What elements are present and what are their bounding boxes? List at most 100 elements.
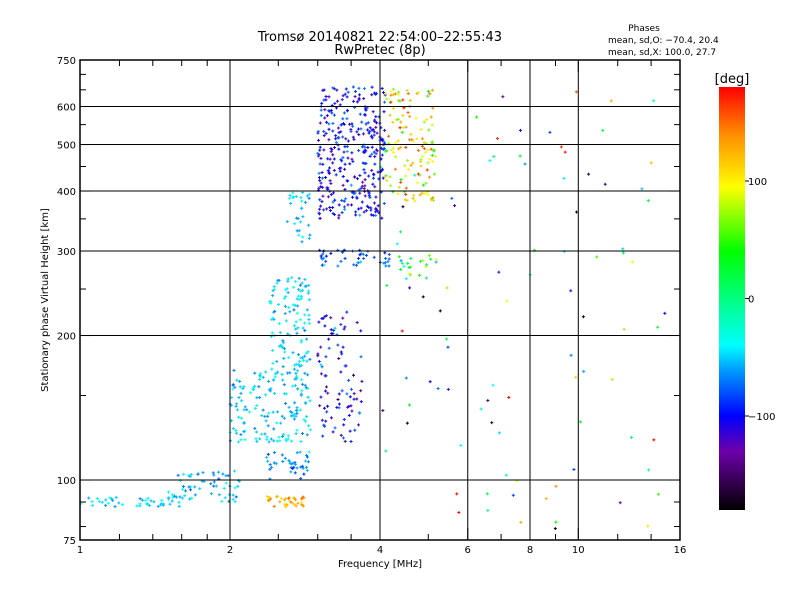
data-point [306, 387, 310, 391]
data-point [188, 497, 192, 501]
data-point-v [345, 197, 347, 201]
data-point [360, 184, 364, 188]
data-point-v [178, 504, 180, 508]
data-point [486, 398, 490, 402]
data-point-v [273, 285, 275, 289]
data-point [340, 159, 344, 163]
data-point-v [239, 379, 241, 383]
data-point-v [377, 170, 379, 174]
data-point [305, 468, 309, 472]
data-point [418, 173, 422, 177]
data-point [334, 173, 338, 177]
data-point [298, 364, 302, 368]
data-point-v [139, 502, 141, 506]
data-point-v [322, 316, 324, 320]
chart-subtitle: RwPretec (8p) [334, 43, 425, 58]
data-point [286, 434, 290, 438]
data-point-v [364, 145, 366, 149]
data-point [411, 196, 415, 200]
data-point [236, 484, 240, 488]
data-point-v [331, 111, 333, 115]
data-point-v [378, 211, 380, 215]
data-point [359, 127, 363, 131]
data-point [406, 261, 410, 265]
data-point-v [338, 406, 340, 410]
data-point [426, 161, 430, 165]
data-point-v [380, 137, 382, 141]
data-point-v [326, 314, 328, 318]
data-point-v [382, 91, 384, 95]
data-point [299, 465, 303, 469]
data-point [317, 176, 321, 180]
data-point [377, 211, 381, 215]
data-point-v [308, 192, 310, 196]
data-point [352, 99, 356, 103]
data-point [518, 128, 522, 132]
data-point [363, 113, 367, 117]
y-tick-label: 200 [57, 332, 76, 343]
data-point-v [259, 396, 261, 400]
data-point [241, 386, 245, 390]
data-point-v [368, 205, 370, 209]
data-point-v [285, 295, 287, 299]
data-point [341, 436, 345, 440]
data-point-v [435, 257, 437, 261]
data-point [292, 363, 296, 367]
data-point-v [427, 193, 429, 197]
data-point [224, 474, 228, 478]
data-point-v [249, 410, 251, 414]
data-point [423, 191, 427, 195]
data-point-v [244, 405, 246, 409]
y-tick-label: 75 [63, 536, 76, 547]
data-point-v [295, 195, 297, 199]
data-point [291, 496, 295, 500]
data-point-v [276, 494, 278, 498]
data-point [336, 398, 340, 402]
data-point-v [136, 504, 138, 508]
data-point-v [268, 388, 270, 392]
data-point [248, 410, 252, 414]
data-point [172, 494, 176, 498]
data-point [349, 127, 353, 131]
data-point-v [153, 500, 155, 504]
data-point [111, 498, 115, 502]
data-point [113, 505, 117, 509]
data-point-v [297, 304, 299, 308]
data-point [408, 273, 412, 277]
data-point-v [301, 503, 303, 507]
data-point [293, 463, 297, 467]
data-point [364, 149, 368, 153]
data-point [408, 98, 412, 102]
data-point-v [361, 379, 363, 383]
data-point-v [375, 152, 377, 156]
data-point [97, 499, 101, 503]
data-point-v [631, 260, 633, 264]
data-point [288, 310, 292, 314]
data-point [372, 255, 376, 259]
data-point-v [405, 174, 407, 178]
data-point [305, 433, 309, 437]
data-point [147, 503, 151, 507]
data-point [404, 192, 408, 196]
data-point-v [317, 154, 319, 158]
data-point-v [281, 453, 283, 457]
data-point-v [213, 484, 215, 488]
data-point-v [381, 216, 383, 220]
data-point-v [335, 106, 337, 110]
data-point [306, 350, 310, 354]
data-point [176, 473, 180, 477]
data-point-v [308, 236, 310, 240]
data-point [322, 148, 326, 152]
data-point-v [293, 465, 295, 469]
data-point [294, 498, 298, 502]
data-point-v [305, 453, 307, 457]
data-point-v [265, 393, 267, 397]
data-point-v [390, 184, 392, 188]
data-point [355, 196, 359, 200]
data-point-v [653, 99, 655, 103]
data-point-v [344, 439, 346, 443]
data-point-v [317, 129, 319, 133]
data-point [278, 439, 282, 443]
data-point [362, 256, 366, 260]
